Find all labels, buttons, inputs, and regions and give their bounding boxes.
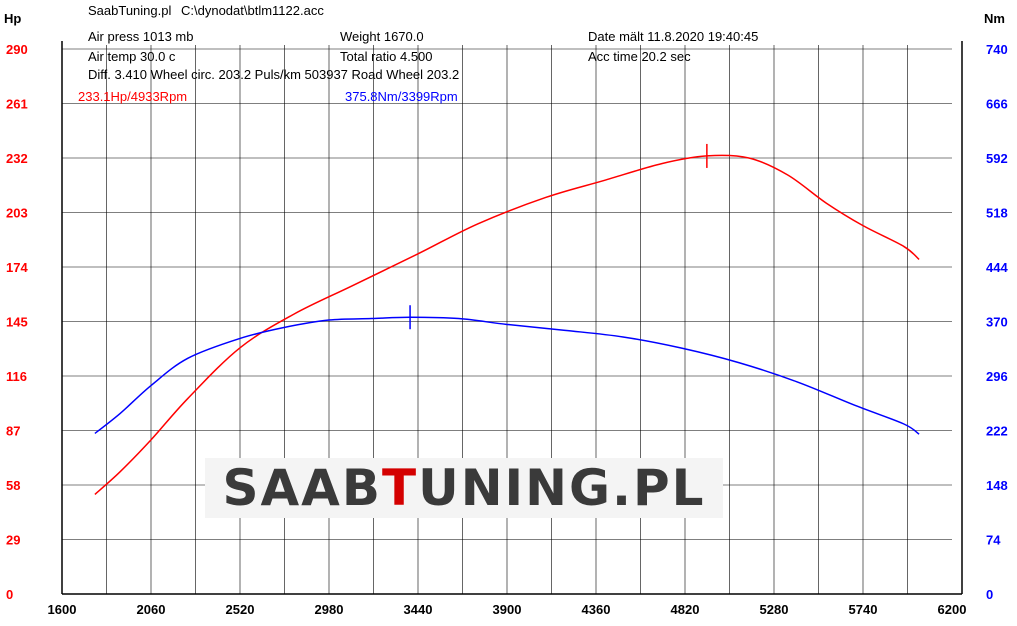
x-tick-label: 2060: [137, 602, 166, 617]
y-left-tick-label: 261: [6, 97, 28, 112]
x-tick-label: 2980: [315, 602, 344, 617]
x-tick-label: 6200: [938, 602, 967, 617]
app-name: SaabTuning.pl: [88, 3, 172, 18]
peak-hp-label: 233.1Hp/4933Rpm: [78, 89, 188, 104]
y-left-tick-label: 174: [6, 260, 28, 275]
y-right-tick-label: 296: [986, 369, 1008, 384]
y-right-unit: Nm: [984, 11, 1005, 26]
x-tick-label: 5280: [760, 602, 789, 617]
peak-nm-label: 375.8Nm/3399Rpm: [345, 89, 458, 104]
x-tick-label: 5740: [849, 602, 878, 617]
air-press: Air press 1013 mb: [88, 29, 194, 44]
y-left-tick-label: 58: [6, 478, 20, 493]
y-left-unit: Hp: [4, 11, 22, 26]
diff-line: Diff. 3.410 Wheel circ. 203.2 Puls/km 50…: [88, 67, 460, 82]
series-line-nm: [94, 316, 920, 435]
y-right-tick-label: 518: [986, 206, 1008, 221]
y-right-tick-label: 666: [986, 97, 1008, 112]
y-left-tick-label: 29: [6, 533, 20, 548]
x-tick-label: 2520: [226, 602, 255, 617]
x-tick-label: 1600: [48, 602, 77, 617]
y-left-tick-label: 290: [6, 42, 28, 57]
y-left-tick-label: 116: [6, 369, 27, 384]
y-right-tick-label: 74: [986, 533, 1001, 548]
acc-time: Acc time 20.2 sec: [588, 49, 691, 64]
y-right-tick-label: 0: [986, 587, 993, 602]
air-temp: Air temp 30.0 c: [88, 49, 176, 64]
logo-text-2: UNING.PL: [418, 459, 706, 517]
date: Date mält 11.8.2020 19:40:45: [588, 29, 759, 44]
y-left-tick-label: 0: [6, 587, 13, 602]
y-right-tick-label: 148: [986, 478, 1008, 493]
y-right-tick-label: 444: [986, 260, 1008, 275]
x-tick-label: 4360: [582, 602, 611, 617]
y-right-tick-label: 740: [986, 42, 1008, 57]
x-tick-label: 3440: [404, 602, 433, 617]
file-path: C:\dynodat\btlm1122.acc: [181, 3, 324, 18]
y-right-tick-label: 222: [986, 424, 1008, 439]
y-left-tick-label: 232: [6, 151, 28, 166]
logo-text-t: T: [381, 459, 419, 517]
logo-text-1: SAAB: [222, 459, 382, 517]
x-tick-label: 3900: [493, 602, 522, 617]
y-left-tick-label: 87: [6, 424, 20, 439]
y-right-tick-label: 370: [986, 315, 1008, 330]
weight: Weight 1670.0: [340, 29, 424, 44]
series-line-hp: [94, 154, 920, 495]
total-ratio: Total ratio 4.500: [340, 49, 433, 64]
saabtuning-logo: SAAB T UNING.PL: [205, 458, 723, 518]
y-right-tick-label: 592: [986, 151, 1008, 166]
y-left-tick-label: 145: [6, 315, 28, 330]
x-tick-label: 4820: [671, 602, 700, 617]
y-left-tick-label: 203: [6, 206, 28, 221]
